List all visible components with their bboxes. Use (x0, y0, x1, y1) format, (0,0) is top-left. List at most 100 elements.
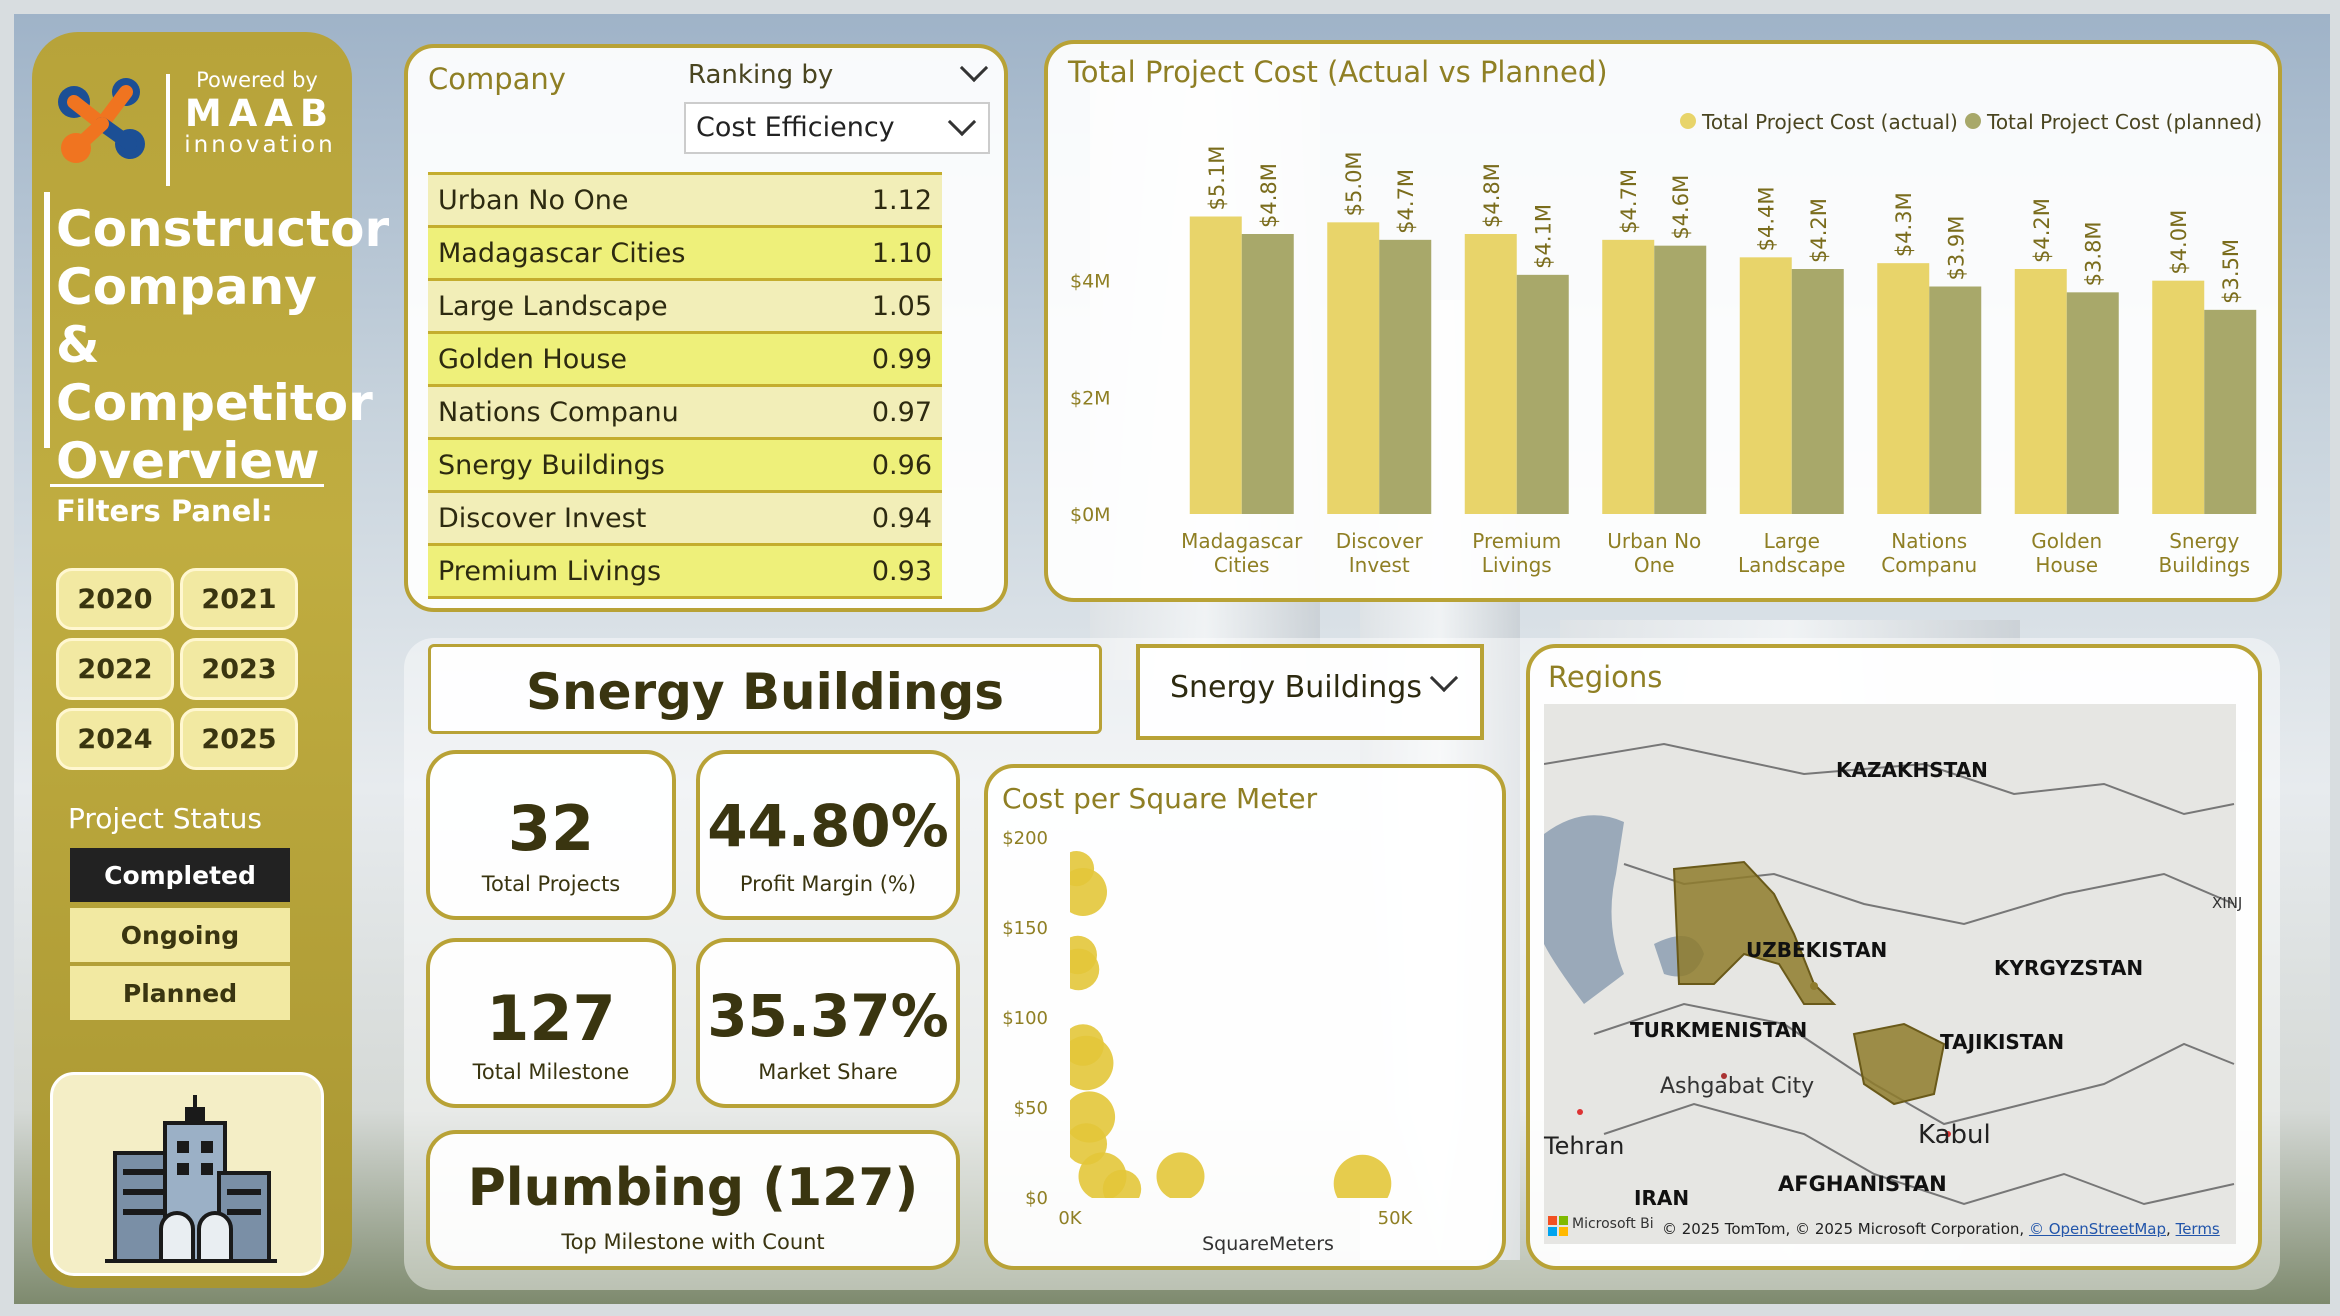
cost-per-square-meter-chart: Cost per Square Meter $0 $50 $100 $150 $200 0K… (1002, 782, 1414, 1255)
map-label-ashgabat: Ashgabat City (1660, 1074, 1815, 1099)
data-label: $4.2M (1807, 198, 1831, 263)
scatter-point (1102, 1169, 1142, 1198)
ranking-value: 0.99 (871, 343, 932, 375)
bar (1189, 216, 1242, 514)
ranking-row[interactable]: Discover Invest 0.94 (428, 493, 942, 546)
powered-by-text: Powered by (196, 68, 318, 92)
x-tick-label: Urban No (1607, 529, 1701, 553)
building-icon-card (50, 1072, 324, 1276)
ranking-metric-dropdown[interactable]: Cost Efficiency (684, 102, 990, 154)
brand-sub: innovation (184, 132, 336, 158)
logo-divider (166, 74, 170, 186)
total-projects-label: Total Projects (481, 872, 621, 896)
ranking-value: 0.96 (871, 449, 932, 481)
total-project-cost-card: Total Project Cost (Actual vs Planned) To… (1044, 40, 2282, 602)
ranking-value: 0.93 (871, 555, 932, 587)
openstreetmap-link[interactable]: © OpenStreetMap (2028, 1220, 2167, 1238)
title-line: Competitor (56, 374, 373, 432)
total-milestone-label: Total Milestone (472, 1060, 630, 1084)
ranking-company-name: Large Landscape (438, 290, 668, 322)
y-tick-label: $200 (1002, 828, 1048, 849)
y-tick-label: $0 (1025, 1188, 1048, 1209)
sidebar: Powered by MAAB innovation Constructor C… (32, 32, 389, 1288)
attribution-text: © 2025 TomTom, © 2025 Microsoft Corporat… (1662, 1220, 2025, 1238)
bar (2152, 280, 2205, 514)
ranking-company-name: Madagascar Cities (438, 237, 686, 269)
regions-map[interactable] (1544, 704, 2236, 1244)
year-2021-button[interactable]: 2021 (180, 568, 298, 630)
year-2023-button[interactable]: 2023 (180, 638, 298, 700)
map-label-xinj: XINJ (2212, 894, 2243, 912)
ranking-row[interactable]: Madagascar Cities 1.10 (428, 228, 942, 281)
x-tick-label: 0K (1058, 1208, 1082, 1229)
x-tick-label: House (2035, 553, 2098, 577)
regions-title: Regions (1548, 660, 1663, 694)
building-icon (105, 1095, 277, 1263)
chart-title: Cost per Square Meter (1002, 782, 1318, 815)
x-tick-label: Companu (1881, 553, 1977, 577)
status-completed-button[interactable]: Completed (70, 848, 290, 902)
selected-company-title: Snergy Buildings (525, 663, 1005, 721)
terms-link[interactable]: Terms (2175, 1220, 2220, 1238)
ranking-row[interactable]: Urban No One 1.12 (428, 175, 942, 228)
ranking-metric-value: Cost Efficiency (696, 112, 895, 143)
ranking-row[interactable]: Large Landscape 1.05 (428, 281, 942, 334)
data-label: $4.3M (1892, 192, 1916, 257)
data-label: $4.4M (1755, 186, 1779, 251)
total-milestone-value: 127 (486, 982, 616, 1055)
data-label: $4.1M (1532, 204, 1556, 269)
ranking-value: 1.12 (871, 184, 932, 216)
company-dropdown[interactable]: Snergy Buildings (1136, 644, 1484, 740)
ranking-row[interactable]: Snergy Buildings 0.96 (428, 440, 942, 493)
legend-marker (1680, 113, 1696, 129)
ranking-row[interactable]: Golden House 0.99 (428, 334, 942, 387)
filters-panel-label: Filters Panel: (56, 494, 273, 528)
x-tick-label: Snergy (2169, 529, 2239, 553)
legend-label: Total Project Cost (actual) (1701, 110, 1958, 134)
top-milestone-label: Top Milestone with Count (561, 1230, 825, 1254)
ranking-value: 1.05 (871, 290, 932, 322)
ranking-row[interactable]: Premium Livings 0.93 (428, 546, 942, 599)
year-2020-button[interactable]: 2020 (56, 568, 174, 630)
year-2022-button[interactable]: 2022 (56, 638, 174, 700)
market-share-label: Market Share (758, 1060, 898, 1084)
data-label: $4.6M (1669, 175, 1693, 240)
data-label: $3.5M (2219, 239, 2243, 304)
total-milestone-kpi: 127 Total Milestone (426, 938, 676, 1108)
bar (1379, 239, 1432, 515)
map-label-kyrgyzstan: KYRGYZSTAN (1994, 956, 2144, 980)
bar (1877, 263, 1930, 514)
year-2025-button[interactable]: 2025 (180, 708, 298, 770)
bar (1516, 274, 1569, 514)
map-label-kabul: Kabul (1918, 1120, 1991, 1150)
data-label: $4.7M (1394, 169, 1418, 234)
ranking-row[interactable]: Nations Companu 0.97 (428, 387, 942, 440)
ranking-value: 1.10 (871, 237, 932, 269)
data-label: $5.0M (1342, 151, 1366, 216)
scatter-point (1333, 1154, 1392, 1198)
ranking-by-label: Ranking by (688, 60, 834, 90)
status-planned-button[interactable]: Planned (70, 966, 290, 1020)
y-tick-label: $50 (1014, 1098, 1048, 1119)
chevron-down-icon[interactable] (959, 53, 989, 83)
bar (2014, 269, 2067, 514)
top-milestone-kpi: Plumbing (127) Top Milestone with Count (426, 1130, 960, 1270)
legend-label: Total Project Cost (planned) (1986, 110, 2262, 134)
title-line: Overview (56, 432, 320, 490)
x-tick-label: Discover (1336, 529, 1424, 553)
map-label-tajikistan: TAJIKISTAN (1940, 1030, 2065, 1054)
x-tick-label: 50K (1378, 1208, 1414, 1229)
bar (1241, 234, 1294, 514)
x-tick-label: Golden (2031, 529, 2102, 553)
y-tick-label: $150 (1002, 918, 1048, 939)
ranking-company-name: Snergy Buildings (438, 449, 665, 481)
status-ongoing-button[interactable]: Ongoing (70, 908, 290, 962)
chart-title: Total Project Cost (Actual vs Planned) (1067, 55, 1608, 89)
x-tick-label: Nations (1891, 529, 1967, 553)
x-tick-label: Invest (1349, 553, 1410, 577)
data-label: $4.7M (1617, 169, 1641, 234)
microsoft-logo-icon (1548, 1216, 1568, 1236)
year-2024-button[interactable]: 2024 (56, 708, 174, 770)
project-status-label: Project Status (68, 802, 262, 835)
map-label-afghanistan: AFGHANISTAN (1778, 1172, 1947, 1196)
